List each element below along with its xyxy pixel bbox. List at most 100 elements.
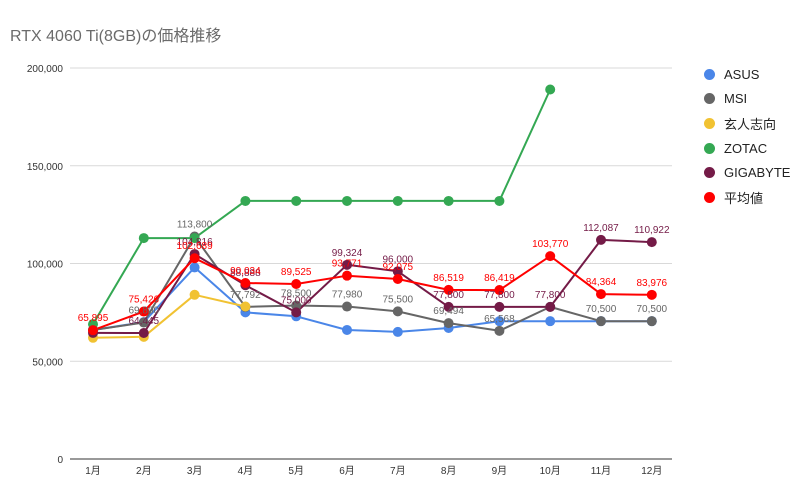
data-point <box>240 195 251 206</box>
data-point <box>291 307 302 318</box>
y-tick-label: 200,000 <box>27 64 64 75</box>
data-point <box>342 324 352 335</box>
series-points <box>88 84 657 343</box>
data-point <box>138 233 149 244</box>
data-label: 69,494 <box>433 306 464 317</box>
legend-item[interactable]: 玄人志向 <box>704 111 790 136</box>
data-point <box>494 285 505 296</box>
data-point <box>189 253 200 264</box>
series-line <box>92 266 652 333</box>
data-label: 86,519 <box>433 273 464 284</box>
data-point <box>494 325 505 336</box>
data-point <box>646 316 657 327</box>
x-axis-labels: 1月 2月 3月 4月 5月 6月 7月 8月 9月 10月 11月 12月 <box>85 465 662 477</box>
legend-label: GIGABYTE <box>724 165 791 181</box>
data-label: 86,419 <box>484 273 515 284</box>
data-point <box>596 234 606 245</box>
data-point <box>138 306 149 317</box>
y-tick-label: 50,000 <box>32 357 63 368</box>
x-tick-label: 3月 <box>187 465 203 477</box>
x-tick-label: 2月 <box>136 465 152 477</box>
x-tick-label: 12月 <box>641 465 662 477</box>
data-point <box>138 328 149 339</box>
legend-item[interactable]: 平均値 <box>704 185 790 210</box>
data-point <box>342 301 352 312</box>
x-tick-label: 5月 <box>288 465 304 477</box>
data-point <box>291 300 302 311</box>
legend-item[interactable]: GIGABYTE <box>704 160 790 185</box>
series-line <box>92 235 652 332</box>
legend-label: 平均値 <box>724 190 764 206</box>
data-label: 77,792 <box>230 290 261 301</box>
data-label: 99,324 <box>332 248 363 259</box>
data-point <box>342 270 352 281</box>
x-tick-label: 11月 <box>591 465 611 477</box>
data-label: 70,500 <box>586 304 617 315</box>
data-point <box>596 316 606 327</box>
data-point <box>494 316 505 327</box>
y-tick-label: 150,000 <box>27 162 64 173</box>
legend-swatch <box>704 191 715 203</box>
chart-title: RTX 4060 Ti(8GB)の価格推移 <box>10 28 222 45</box>
legend-swatch <box>704 93 715 105</box>
data-label: 77,800 <box>484 290 515 301</box>
y-tick-label: 100,000 <box>27 260 64 271</box>
series-line <box>92 293 246 339</box>
data-point <box>392 306 403 317</box>
data-label: 110,922 <box>634 225 670 236</box>
data-label: 88,888 <box>230 268 261 279</box>
data-point <box>189 289 200 300</box>
x-tick-label: 4月 <box>238 465 254 477</box>
data-point <box>291 195 302 206</box>
data-point <box>545 316 556 327</box>
data-label: 65,568 <box>484 314 515 325</box>
legend-swatch <box>704 167 715 179</box>
data-label: 104,816 <box>177 237 214 248</box>
data-label: 93,771 <box>332 259 363 270</box>
legend-swatch <box>704 68 715 80</box>
legend-swatch <box>704 142 715 154</box>
data-point <box>392 195 403 206</box>
x-tick-label: 6月 <box>339 465 355 477</box>
data-point <box>545 84 556 95</box>
data-point <box>189 233 200 244</box>
legend-swatch <box>704 117 715 129</box>
legend-item[interactable]: ASUS <box>704 62 790 87</box>
data-point <box>545 301 556 312</box>
data-point <box>392 273 403 284</box>
legend-label: ASUS <box>724 66 760 82</box>
data-point <box>240 277 251 288</box>
x-tick-label: 10月 <box>540 465 561 477</box>
data-label: 77,980 <box>332 290 363 301</box>
data-label: 90,034 <box>230 266 261 277</box>
data-label: 75,426 <box>129 295 160 306</box>
data-point <box>494 301 505 312</box>
data-point <box>443 284 454 295</box>
legend-item[interactable]: MSI <box>704 87 790 112</box>
data-label: 64,445 <box>129 316 160 327</box>
x-tick-label: 7月 <box>390 465 406 477</box>
data-label: 77,800 <box>433 290 464 301</box>
data-label: 89,525 <box>281 267 312 278</box>
legend-item[interactable]: ZOTAC <box>704 136 790 161</box>
data-point <box>240 301 251 312</box>
gridlines <box>70 67 672 460</box>
data-label: 102,689 <box>177 241 214 252</box>
y-axis-labels: 0 50,000 100,000 150,000 200,000 <box>27 64 64 466</box>
data-label: 70,500 <box>637 304 668 315</box>
data-point <box>392 326 403 337</box>
data-point <box>443 318 454 329</box>
y-tick-label: 0 <box>57 455 63 466</box>
data-label: 96,000 <box>383 254 414 265</box>
series-line <box>92 89 552 325</box>
data-point <box>342 259 352 270</box>
legend-label: 玄人志向 <box>724 116 777 132</box>
data-label: 103,770 <box>532 239 569 250</box>
data-label: 92,075 <box>383 262 414 273</box>
data-label: 69,800 <box>129 306 160 317</box>
legend-label: MSI <box>724 91 748 107</box>
data-point <box>443 195 454 206</box>
data-label: 77,800 <box>535 290 566 301</box>
data-point <box>545 251 556 262</box>
